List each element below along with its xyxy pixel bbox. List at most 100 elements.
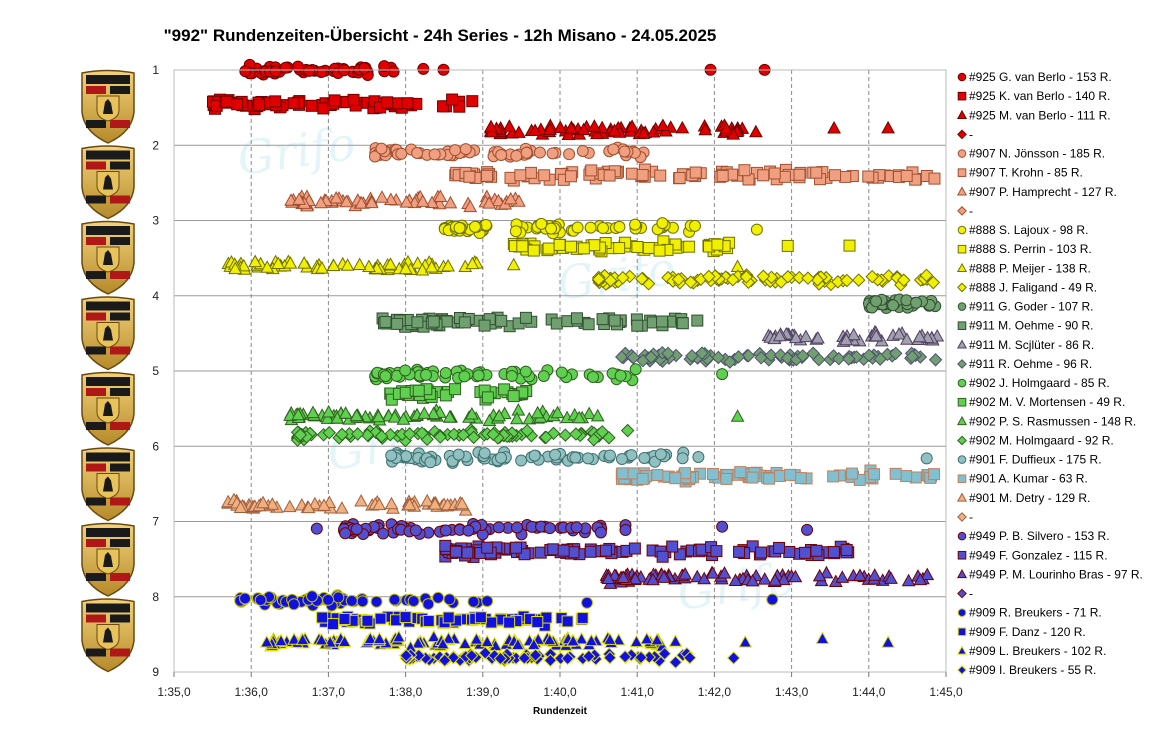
data-point — [656, 570, 671, 583]
crest-stripe — [110, 463, 130, 472]
data-point — [515, 454, 528, 467]
data-point — [407, 595, 420, 608]
data-point — [495, 314, 508, 327]
x-tick-label: 1:36,0 — [235, 685, 269, 699]
data-point — [468, 220, 481, 233]
data-point — [773, 348, 788, 362]
legend-entry: #909 F. Danz - 120 R. — [969, 625, 1086, 639]
legend-marker — [957, 244, 967, 254]
data-point — [495, 148, 508, 161]
data-point — [793, 168, 806, 181]
data-point — [888, 346, 903, 361]
data-point — [452, 448, 465, 461]
data-point — [424, 456, 437, 469]
data-point — [900, 332, 914, 345]
data-point — [757, 169, 770, 182]
data-point — [481, 595, 494, 608]
y-tick-label: 2 — [152, 138, 159, 152]
data-point — [461, 546, 474, 559]
data-point — [419, 368, 432, 381]
data-point — [608, 314, 621, 327]
data-point — [881, 635, 895, 648]
data-point — [853, 473, 866, 486]
data-point — [506, 257, 521, 271]
x-tick-label: 1:40,0 — [543, 685, 577, 699]
data-point — [582, 649, 596, 664]
data-point — [364, 195, 379, 209]
data-point — [889, 467, 902, 480]
data-point — [510, 149, 523, 162]
data-point — [399, 386, 412, 399]
data-point — [591, 272, 606, 287]
data-point — [835, 570, 850, 583]
series-15 — [615, 345, 943, 369]
data-point — [401, 97, 414, 110]
data-point — [567, 546, 580, 559]
data-point — [463, 170, 476, 183]
data-point — [511, 403, 526, 416]
data-point — [308, 496, 322, 510]
x-axis-title: Rundenzeit — [533, 706, 588, 717]
data-point — [728, 573, 743, 586]
data-point — [596, 313, 609, 326]
data-point — [569, 427, 583, 441]
series-25 — [439, 539, 855, 563]
data-point — [443, 593, 456, 606]
data-point — [322, 593, 335, 606]
data-point — [354, 494, 368, 507]
data-point — [447, 427, 461, 442]
data-point — [524, 166, 537, 179]
data-point — [422, 615, 435, 628]
data-point — [711, 238, 724, 251]
data-point — [928, 353, 943, 367]
data-point — [481, 541, 494, 554]
data-point — [884, 571, 898, 584]
data-point — [901, 573, 916, 587]
data-point — [829, 169, 842, 182]
crest-horse — [103, 552, 113, 567]
data-point — [492, 521, 505, 534]
legend-marker — [957, 435, 967, 446]
data-point — [443, 195, 458, 209]
legend-entry: - — [969, 587, 973, 601]
data-point — [635, 272, 649, 286]
series-5 — [449, 163, 941, 187]
data-point — [481, 169, 494, 182]
data-point — [385, 449, 398, 462]
data-point — [868, 468, 881, 481]
data-point — [315, 261, 329, 274]
porsche-crest-icon — [81, 447, 135, 522]
data-point — [379, 370, 392, 383]
data-point — [867, 568, 882, 581]
data-point — [283, 256, 298, 269]
data-point — [417, 406, 432, 419]
data-point — [519, 365, 532, 378]
data-point — [555, 366, 568, 379]
data-point — [810, 330, 825, 344]
data-point — [426, 629, 441, 643]
series-29 — [316, 610, 589, 632]
data-point — [384, 496, 399, 510]
data-point — [590, 408, 605, 422]
porsche-logos — [81, 69, 135, 673]
data-point — [913, 572, 928, 586]
crest-horse — [103, 174, 113, 190]
data-point — [581, 596, 594, 609]
data-point — [543, 653, 558, 668]
crest-stripe — [86, 312, 106, 321]
data-point — [683, 240, 696, 253]
series-31 — [398, 646, 741, 670]
data-point — [587, 119, 602, 132]
crest-banner — [86, 603, 130, 613]
x-tick-label: 1:38,0 — [389, 685, 423, 699]
data-point — [377, 527, 390, 540]
data-point — [510, 521, 523, 534]
data-point — [716, 169, 729, 182]
data-point — [388, 593, 401, 606]
data-point — [424, 259, 439, 273]
crest-stripe — [110, 86, 130, 94]
legend-marker — [957, 282, 967, 293]
porsche-crest-icon — [81, 522, 135, 597]
data-point — [827, 546, 840, 559]
data-point — [287, 598, 300, 611]
